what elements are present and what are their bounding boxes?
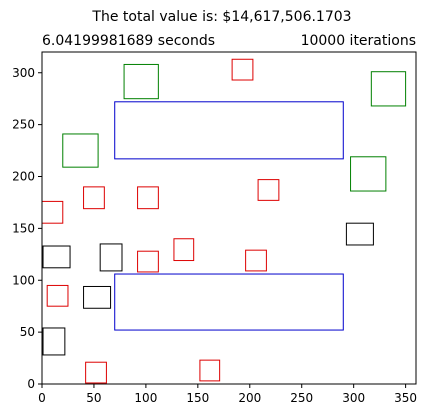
- rectangle-red-12: [137, 250, 159, 273]
- rectangle-black-17: [345, 222, 374, 246]
- rectangle-red-14: [46, 284, 69, 307]
- x-tick-label: 50: [86, 391, 101, 405]
- rectangle-red-7: [257, 179, 280, 201]
- y-tick-label: 0: [27, 377, 35, 391]
- rectangle-red-13: [245, 249, 267, 272]
- rectangle-red-8: [83, 186, 105, 210]
- rectangle-green-3: [370, 71, 407, 107]
- rectangle-green-4: [62, 133, 99, 168]
- rectangle-red-11: [173, 238, 195, 262]
- y-tick-label: 200: [12, 170, 35, 184]
- x-tick-label: 0: [38, 391, 46, 405]
- iterations-label: 10000 iterations: [301, 33, 416, 49]
- y-tick-label: 100: [12, 273, 35, 287]
- rectangle-blue-0: [114, 101, 344, 160]
- plot-area: [41, 58, 407, 384]
- axes: 0 50 100 150 200 250 300 350 0 50 100 150 200 250 300: [12, 51, 417, 405]
- rectangle-red-6: [231, 58, 254, 81]
- x-tick-label: 250: [290, 391, 313, 405]
- rectangle-black-19: [99, 243, 123, 272]
- rectangle-black-21: [42, 327, 66, 356]
- x-tick-label: 150: [186, 391, 209, 405]
- rectangle-red-9: [137, 186, 159, 210]
- x-tick-label: 350: [394, 391, 417, 405]
- y-tick-label: 50: [20, 325, 35, 339]
- y-tick-label: 300: [12, 66, 35, 80]
- rectangle-red-15: [85, 361, 107, 384]
- rectangle-green-5: [350, 156, 387, 192]
- x-tick-label: 100: [134, 391, 157, 405]
- y-tick-label: 150: [12, 221, 35, 235]
- rectangle-black-20: [83, 285, 112, 309]
- rectangle-red-10: [41, 200, 64, 224]
- rectangle-black-18: [42, 245, 71, 269]
- rectangle-red-16: [199, 359, 221, 382]
- plot-frame: [41, 51, 417, 385]
- elapsed-time-label: 6.04199981689 seconds: [42, 33, 215, 49]
- x-tick-label: 300: [342, 391, 365, 405]
- x-tick-label: 200: [238, 391, 261, 405]
- rectangle-green-2: [123, 63, 159, 100]
- y-tick-label: 250: [12, 118, 35, 132]
- rectangle-blue-1: [114, 273, 344, 331]
- chart-title: The total value is: $14,617,506.1703: [91, 9, 351, 25]
